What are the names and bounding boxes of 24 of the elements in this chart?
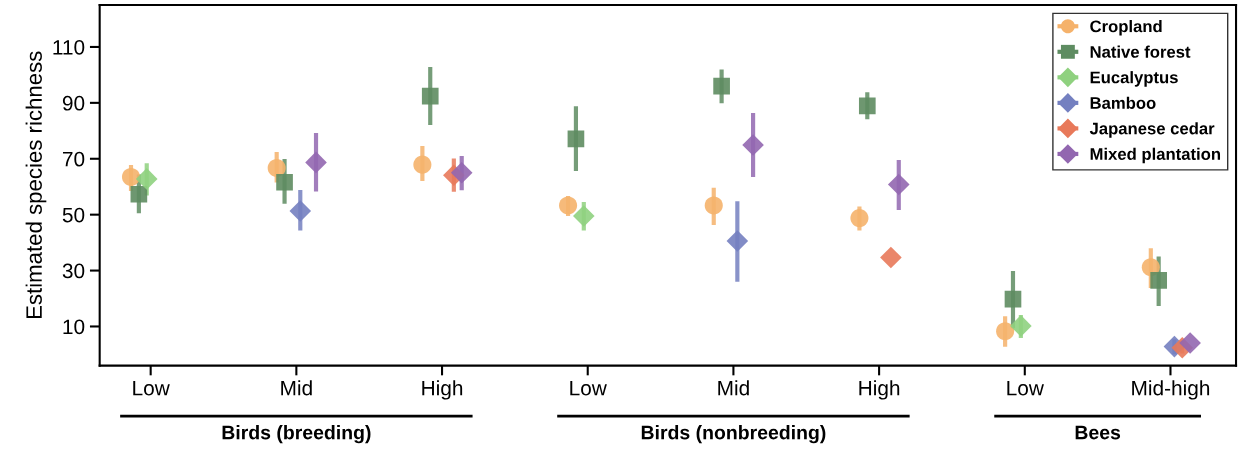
- text: Bees: [1075, 425, 1121, 440]
- x-tick-label: Low: [133, 380, 170, 396]
- x-tick-label: Mid: [718, 380, 749, 396]
- text: Birds (breeding): [222, 425, 371, 444]
- y-tick-label: 50: [62, 207, 85, 223]
- y-axis-title: Estimated species richness: [25, 51, 47, 319]
- text: Birds (nonbreeding): [641, 425, 826, 444]
- legend-label: Bamboo: [1090, 96, 1156, 109]
- x-tick-label: Low: [1007, 380, 1044, 396]
- x-tick-label: Mid: [281, 380, 312, 396]
- x-tick-label: Mid-high: [1132, 380, 1210, 400]
- y-tick-label: 90: [62, 95, 85, 111]
- legend-label: Native forest: [1090, 45, 1191, 58]
- y-tick-label: 70: [62, 151, 85, 167]
- y-tick-label: 30: [62, 263, 85, 279]
- x-tick-label: High: [422, 380, 463, 400]
- legend-label: Cropland: [1090, 20, 1162, 36]
- y-tick-label: 110: [53, 39, 85, 55]
- y-tick-label: 10: [63, 319, 85, 335]
- legend-label: Japanese cedar: [1089, 122, 1215, 138]
- legend-label: Eucalyptus: [1090, 71, 1178, 87]
- legend-label: Mixed plantation: [1090, 147, 1221, 164]
- x-tick-label: Low: [570, 380, 607, 396]
- x-tick-label: High: [859, 380, 900, 400]
